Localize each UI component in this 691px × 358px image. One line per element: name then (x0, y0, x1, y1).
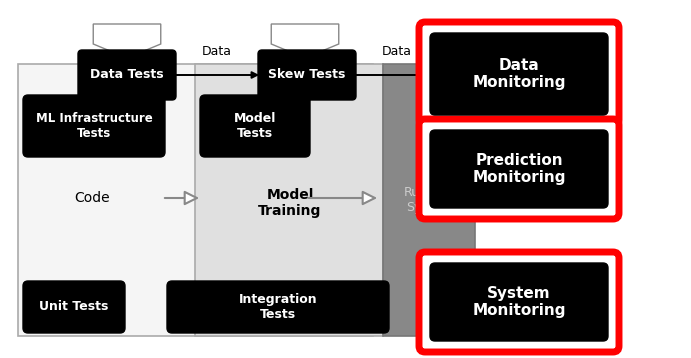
Text: Data: Data (382, 45, 412, 58)
FancyBboxPatch shape (23, 95, 165, 157)
FancyBboxPatch shape (167, 281, 389, 333)
Text: Data
Monitoring: Data Monitoring (472, 58, 566, 90)
FancyBboxPatch shape (419, 119, 619, 219)
Text: ML Infrastructure
Tests: ML Infrastructure Tests (36, 112, 153, 140)
Text: Model
Training: Model Training (258, 188, 322, 218)
Text: Data: Data (202, 45, 232, 58)
Text: Integration
Tests: Integration Tests (238, 293, 317, 321)
Text: Code: Code (74, 191, 110, 205)
Text: Running
System: Running System (404, 186, 455, 214)
FancyBboxPatch shape (23, 281, 125, 333)
Text: Prediction
Monitoring: Prediction Monitoring (472, 153, 566, 185)
FancyBboxPatch shape (383, 64, 475, 336)
FancyBboxPatch shape (200, 95, 310, 157)
Polygon shape (93, 24, 161, 58)
FancyBboxPatch shape (419, 22, 619, 126)
Text: Model
Tests: Model Tests (234, 112, 276, 140)
FancyBboxPatch shape (430, 263, 608, 341)
Polygon shape (272, 24, 339, 58)
FancyBboxPatch shape (258, 50, 356, 100)
FancyBboxPatch shape (195, 64, 383, 336)
FancyBboxPatch shape (430, 33, 608, 115)
Text: System
Monitoring: System Monitoring (472, 286, 566, 318)
FancyBboxPatch shape (78, 50, 176, 100)
Text: Unit Tests: Unit Tests (39, 300, 108, 314)
FancyBboxPatch shape (430, 130, 608, 208)
FancyBboxPatch shape (18, 64, 373, 336)
Text: Skew Tests: Skew Tests (268, 68, 346, 82)
Text: Data Tests: Data Tests (91, 68, 164, 82)
FancyBboxPatch shape (419, 252, 619, 352)
